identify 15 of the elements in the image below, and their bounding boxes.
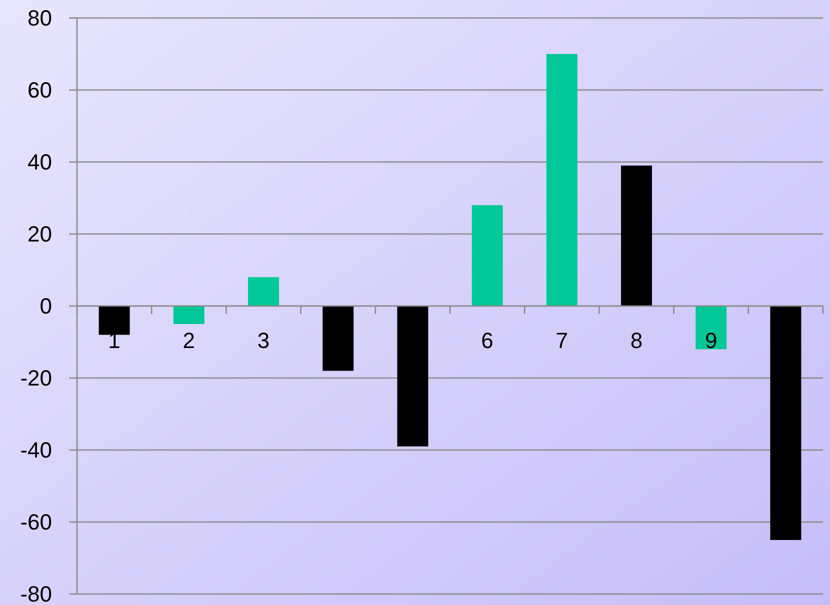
y-tick-label: 20 [28, 222, 52, 247]
x-tick-label: 3 [257, 328, 270, 353]
x-tick-label: 7 [556, 328, 568, 353]
y-tick-label: 80 [28, 6, 52, 31]
y-tick-label: -20 [20, 366, 52, 391]
x-tick-label: 8 [630, 328, 643, 353]
x-tick-label: 6 [481, 328, 494, 353]
y-tick-label: 60 [28, 78, 52, 103]
x-tick-label: 2 [182, 328, 196, 353]
y-tick-label: -40 [20, 438, 52, 463]
y-tick-label: -60 [20, 510, 52, 535]
y-tick-label: -80 [20, 582, 52, 605]
y-tick-label: 40 [28, 150, 52, 175]
y-tick-label: 0 [40, 294, 52, 319]
x-tick-label: 9 [704, 328, 718, 353]
